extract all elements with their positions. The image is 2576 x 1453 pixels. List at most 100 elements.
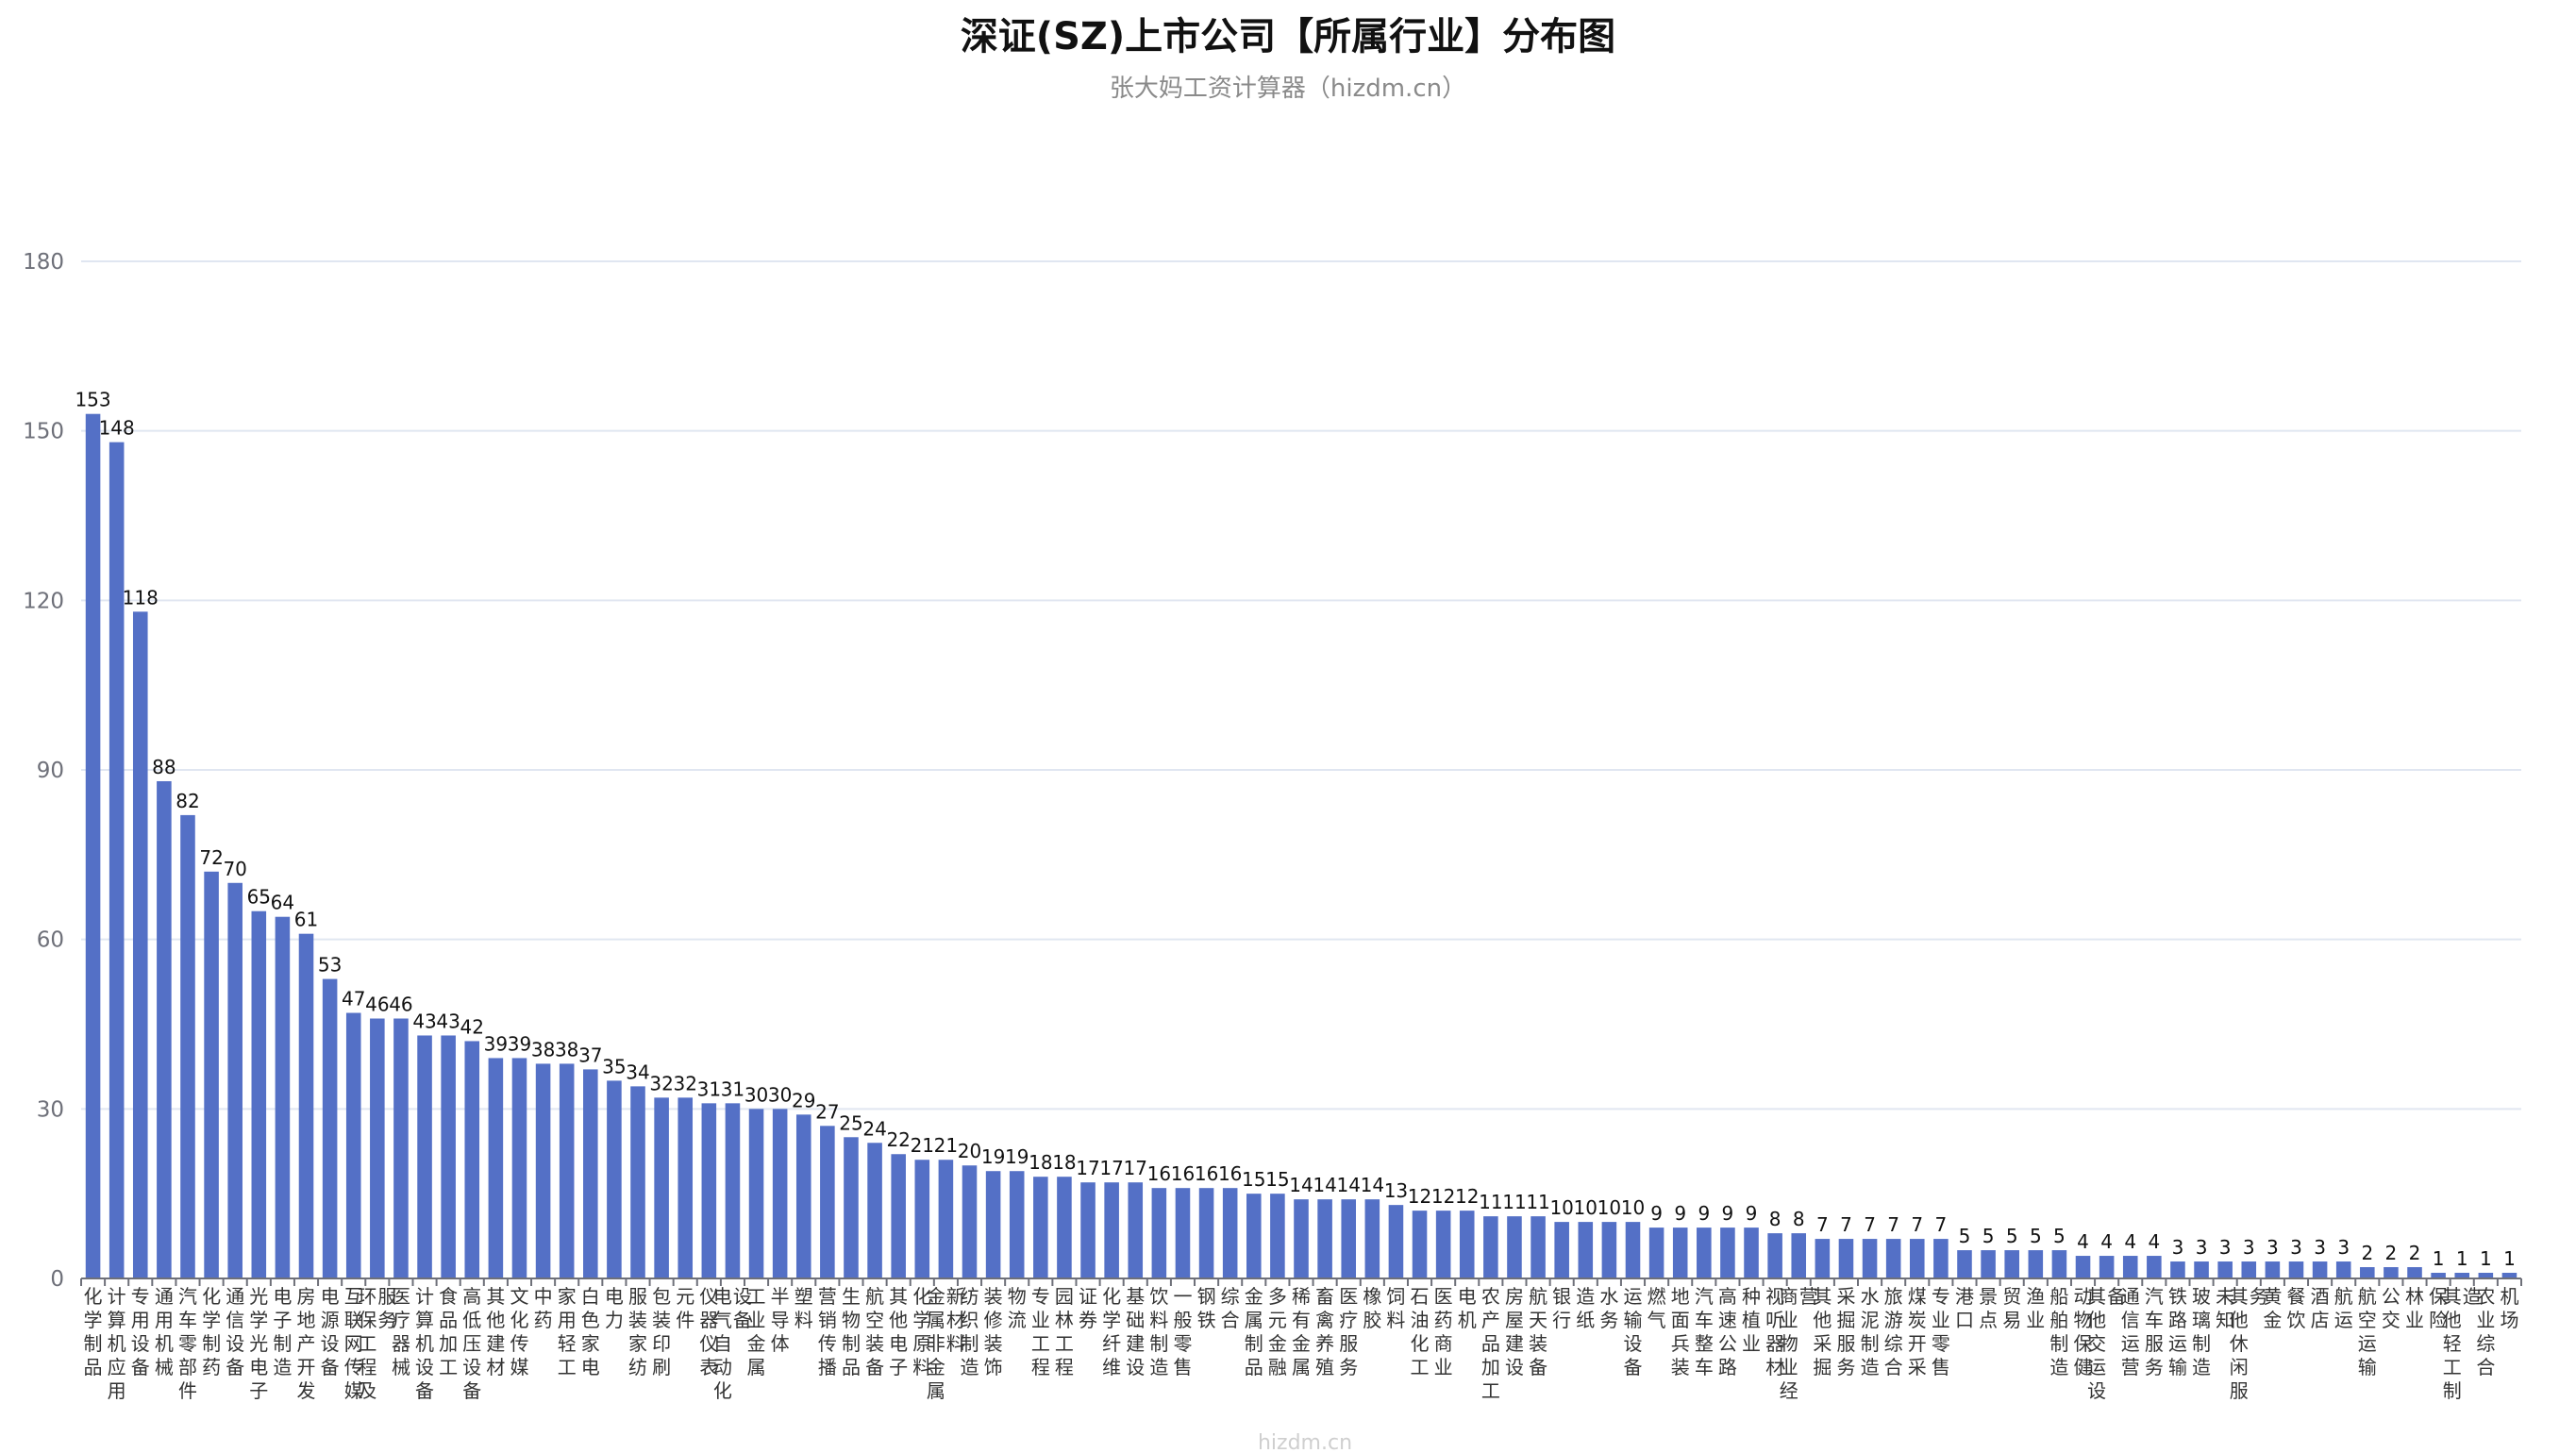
x-tick-label: 化学纤维 [1102,1285,1121,1378]
bar [204,871,219,1278]
value-label: 38 [531,1038,555,1061]
value-label: 88 [152,756,176,778]
value-label: 19 [1005,1145,1029,1168]
value-label: 9 [1674,1202,1686,1225]
value-label: 47 [342,988,365,1010]
bar [393,1018,409,1278]
bar [1601,1222,1617,1278]
x-tick-label: 房地产开发 [297,1285,316,1402]
x-tick-label: 房屋建设 [1505,1285,1524,1378]
x-tick-label: 电力 [605,1285,624,1331]
bar [1885,1239,1901,1278]
value-label: 21 [911,1134,934,1157]
value-label: 9 [1722,1202,1734,1225]
x-tick-label: 园林工程 [1055,1285,1074,1378]
x-tick-label: 橡胶 [1363,1285,1381,1331]
value-label: 1 [2433,1247,2445,1270]
x-tick-label: 汽车整车 [1695,1285,1714,1378]
x-tick-label: 景点 [1979,1285,1998,1331]
x-tick-label: 基础建设 [1126,1285,1145,1378]
value-label: 5 [1959,1225,1971,1247]
bar [180,814,195,1278]
x-tick-label: 汽车零部件 [178,1285,197,1402]
bar [251,910,267,1278]
bar [1128,1182,1144,1278]
x-tick-label: 未知 [2216,1285,2234,1331]
value-label: 17 [1124,1157,1147,1179]
x-tick-label: 化学原料 [912,1285,931,1378]
bar [1648,1228,1664,1278]
bar [132,611,148,1278]
x-tick-label: 多元金融 [1268,1285,1287,1378]
bar [938,1160,954,1278]
value-label: 7 [1935,1213,1948,1236]
value-label: 9 [1746,1202,1758,1225]
bar [1625,1222,1641,1278]
x-tick-label: 水务 [1599,1285,1618,1331]
x-tick-label: 酒店 [2311,1285,2330,1331]
value-label: 16 [1147,1162,1171,1185]
bar [559,1063,575,1278]
value-label: 3 [2267,1236,2279,1259]
bar [157,780,172,1278]
bar [109,442,125,1279]
x-tick-label: 航空运输 [2358,1285,2377,1378]
bar [322,978,338,1278]
value-label: 64 [271,892,294,914]
value-label: 14 [1336,1174,1360,1196]
value-label: 2 [2361,1242,2373,1264]
bar [1033,1177,1048,1278]
value-label: 4 [2100,1230,2113,1253]
x-tick-label: 化学制品 [84,1285,103,1378]
x-tick-label: 互联网传媒 [344,1285,363,1402]
x-tick-label: 物流 [1008,1285,1027,1331]
x-tick-label: 动物保健 [2074,1285,2093,1378]
bar [2122,1256,2138,1278]
bar [2360,1267,2375,1278]
value-label: 25 [839,1111,862,1134]
bar [1009,1171,1025,1278]
x-tick-label: 黄金 [2263,1285,2282,1331]
bar [701,1103,717,1278]
value-label: 9 [1698,1202,1710,1225]
value-label: 35 [602,1055,626,1077]
bar [1341,1199,1356,1278]
bar [795,1114,811,1278]
x-tick-label: 计算机应用 [108,1285,126,1402]
value-label: 42 [460,1015,484,1038]
value-label: 11 [1479,1191,1502,1213]
bar [1957,1250,1972,1278]
x-tick-label: 通用机械 [155,1285,174,1378]
x-tick-label: 采掘服务 [1836,1285,1855,1378]
bar [417,1035,432,1278]
bar [2028,1250,2044,1278]
x-tick-label: 光学光电子 [249,1285,268,1402]
bar [535,1063,551,1278]
bar [630,1086,645,1278]
bar [488,1058,504,1278]
x-tick-label: 金属非金属新材料 [927,1285,965,1402]
x-tick-label: 白色家电 [581,1285,600,1378]
value-label: 3 [2314,1236,2326,1259]
value-label: 70 [223,858,246,880]
bar [1815,1239,1831,1278]
value-label: 30 [768,1083,792,1106]
value-label: 7 [1816,1213,1829,1236]
x-tick-label: 食品加工 [439,1285,458,1378]
value-label: 19 [981,1145,1005,1168]
value-label: 27 [815,1100,839,1123]
x-tick-label: 专业工程 [1031,1285,1050,1378]
x-tick-label: 文化传媒 [510,1285,528,1378]
bar [1104,1182,1119,1278]
value-label: 32 [673,1072,696,1094]
bar [1057,1177,1072,1278]
x-tick-label: 稀有金属 [1292,1285,1311,1378]
value-label: 17 [1099,1157,1123,1179]
bar [1151,1188,1167,1278]
bar [867,1143,882,1278]
x-tick-label: 餐饮 [2286,1285,2305,1331]
value-label: 5 [2006,1225,2018,1247]
bar [1412,1211,1428,1278]
value-label: 4 [2077,1230,2089,1253]
